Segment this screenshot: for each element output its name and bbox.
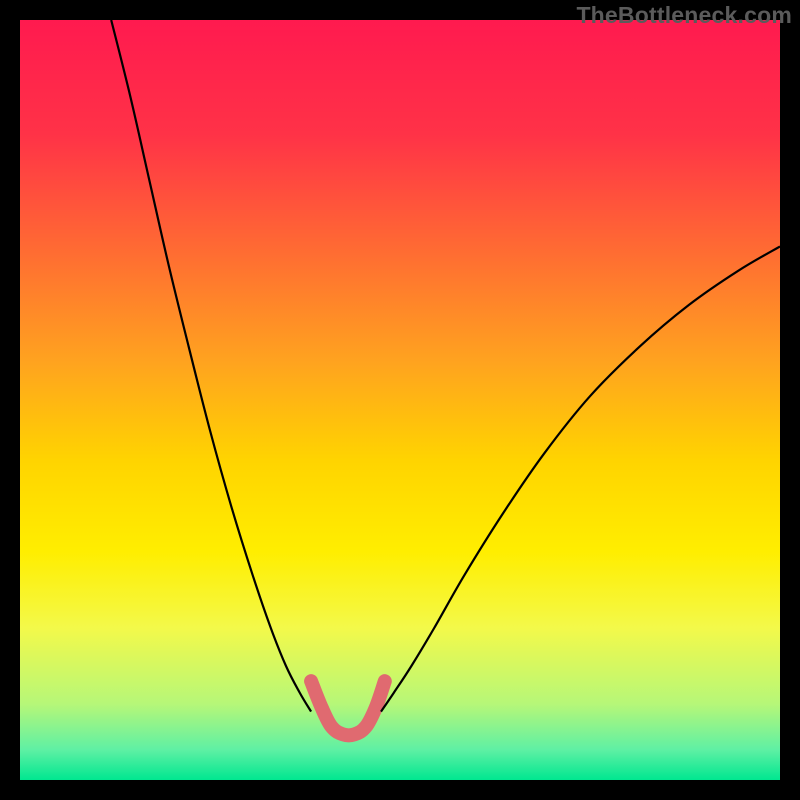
plot-area: [20, 20, 780, 780]
watermark-text: TheBottleneck.com: [576, 2, 792, 29]
outer-frame: TheBottleneck.com: [0, 0, 800, 800]
bottleneck-chart: [20, 20, 780, 780]
chart-background: [20, 20, 780, 780]
